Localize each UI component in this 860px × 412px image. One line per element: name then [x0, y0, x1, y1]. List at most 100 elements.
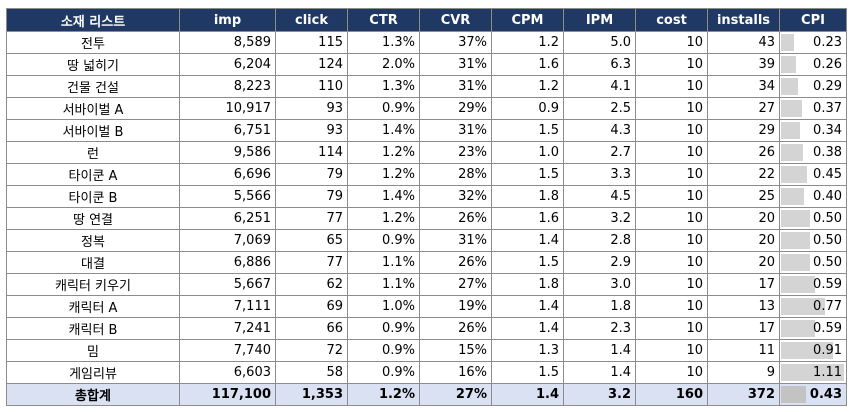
cell-imp[interactable]: 5,566 — [179, 185, 276, 208]
header-cvr[interactable]: CVR — [419, 8, 492, 32]
cell-ipm[interactable]: 1.4 — [563, 339, 636, 362]
cell-imp[interactable]: 9,586 — [179, 141, 276, 164]
cell-imp[interactable]: 6,603 — [179, 361, 276, 384]
cell-cpi[interactable]: 0.40 — [779, 185, 847, 208]
cell-creative-name[interactable]: 전투 — [6, 31, 180, 54]
total-click[interactable]: 1,353 — [275, 383, 348, 406]
cell-ctr[interactable]: 1.3% — [347, 75, 420, 98]
cell-creative-name[interactable]: 캐릭터 B — [6, 317, 180, 340]
cell-installs[interactable]: 39 — [707, 53, 780, 76]
cell-cvr[interactable]: 31% — [419, 229, 492, 252]
cell-click[interactable]: 79 — [275, 163, 348, 186]
cell-cpi[interactable]: 0.50 — [779, 207, 847, 230]
cell-ipm[interactable]: 3.3 — [563, 163, 636, 186]
cell-cost[interactable]: 10 — [635, 141, 708, 164]
cell-creative-name[interactable]: 캐릭터 키우기 — [6, 273, 180, 296]
cell-ctr[interactable]: 1.1% — [347, 251, 420, 274]
cell-ctr[interactable]: 0.9% — [347, 317, 420, 340]
header-ctr[interactable]: CTR — [347, 8, 420, 32]
cell-installs[interactable]: 26 — [707, 141, 780, 164]
total-cost[interactable]: 160 — [635, 383, 708, 406]
cell-ctr[interactable]: 1.4% — [347, 185, 420, 208]
cell-click[interactable]: 110 — [275, 75, 348, 98]
cell-cpm[interactable]: 1.5 — [491, 119, 564, 142]
cell-cost[interactable]: 10 — [635, 339, 708, 362]
cell-cpm[interactable]: 1.0 — [491, 141, 564, 164]
cell-ipm[interactable]: 1.4 — [563, 361, 636, 384]
cell-click[interactable]: 114 — [275, 141, 348, 164]
cell-cvr[interactable]: 16% — [419, 361, 492, 384]
header-cpm[interactable]: CPM — [491, 8, 564, 32]
cell-creative-name[interactable]: 땅 연결 — [6, 207, 180, 230]
cell-cvr[interactable]: 37% — [419, 31, 492, 54]
cell-ctr[interactable]: 1.3% — [347, 31, 420, 54]
cell-cpi[interactable]: 0.23 — [779, 31, 847, 54]
cell-click[interactable]: 77 — [275, 207, 348, 230]
cell-cpm[interactable]: 1.6 — [491, 207, 564, 230]
cell-ctr[interactable]: 2.0% — [347, 53, 420, 76]
cell-ipm[interactable]: 2.7 — [563, 141, 636, 164]
cell-cost[interactable]: 10 — [635, 75, 708, 98]
cell-installs[interactable]: 22 — [707, 163, 780, 186]
total-label[interactable]: 총합계 — [6, 383, 180, 406]
header-imp[interactable]: imp — [179, 8, 276, 32]
cell-cpm[interactable]: 1.8 — [491, 273, 564, 296]
cell-creative-name[interactable]: 타이쿤 B — [6, 185, 180, 208]
cell-creative-name[interactable]: 대결 — [6, 251, 180, 274]
cell-cpi[interactable]: 0.50 — [779, 229, 847, 252]
cell-cpm[interactable]: 1.5 — [491, 361, 564, 384]
cell-cvr[interactable]: 28% — [419, 163, 492, 186]
header-creative-list[interactable]: 소재 리스트 — [6, 8, 180, 32]
cell-creative-name[interactable]: 건물 건설 — [6, 75, 180, 98]
cell-installs[interactable]: 20 — [707, 251, 780, 274]
cell-cost[interactable]: 10 — [635, 53, 708, 76]
cell-click[interactable]: 66 — [275, 317, 348, 340]
cell-imp[interactable]: 8,589 — [179, 31, 276, 54]
cell-installs[interactable]: 20 — [707, 229, 780, 252]
cell-cvr[interactable]: 26% — [419, 317, 492, 340]
cell-cpi[interactable]: 0.91 — [779, 339, 847, 362]
cell-ipm[interactable]: 5.0 — [563, 31, 636, 54]
cell-cpm[interactable]: 1.3 — [491, 339, 564, 362]
cell-imp[interactable]: 7,069 — [179, 229, 276, 252]
cell-installs[interactable]: 17 — [707, 317, 780, 340]
cell-cpm[interactable]: 1.4 — [491, 229, 564, 252]
cell-cvr[interactable]: 29% — [419, 97, 492, 120]
cell-creative-name[interactable]: 서바이벌 B — [6, 119, 180, 142]
cell-cost[interactable]: 10 — [635, 31, 708, 54]
header-cost[interactable]: cost — [635, 8, 708, 32]
total-cpm[interactable]: 1.4 — [491, 383, 564, 406]
cell-installs[interactable]: 20 — [707, 207, 780, 230]
cell-cost[interactable]: 10 — [635, 273, 708, 296]
cell-installs[interactable]: 13 — [707, 295, 780, 318]
cell-cpi[interactable]: 0.38 — [779, 141, 847, 164]
cell-cpi[interactable]: 0.34 — [779, 119, 847, 142]
cell-creative-name[interactable]: 타이쿤 A — [6, 163, 180, 186]
cell-creative-name[interactable]: 밈 — [6, 339, 180, 362]
cell-cpm[interactable]: 1.4 — [491, 295, 564, 318]
cell-imp[interactable]: 7,111 — [179, 295, 276, 318]
cell-cpm[interactable]: 1.4 — [491, 317, 564, 340]
cell-creative-name[interactable]: 캐릭터 A — [6, 295, 180, 318]
cell-ipm[interactable]: 3.0 — [563, 273, 636, 296]
cell-click[interactable]: 93 — [275, 119, 348, 142]
cell-cost[interactable]: 10 — [635, 185, 708, 208]
cell-cost[interactable]: 10 — [635, 163, 708, 186]
header-cpi[interactable]: CPI — [779, 8, 847, 32]
cell-cost[interactable]: 10 — [635, 317, 708, 340]
cell-cvr[interactable]: 26% — [419, 251, 492, 274]
cell-click[interactable]: 65 — [275, 229, 348, 252]
cell-creative-name[interactable]: 게임리뷰 — [6, 361, 180, 384]
cell-cost[interactable]: 10 — [635, 97, 708, 120]
header-ipm[interactable]: IPM — [563, 8, 636, 32]
cell-ipm[interactable]: 2.5 — [563, 97, 636, 120]
header-installs[interactable]: installs — [707, 8, 780, 32]
cell-installs[interactable]: 11 — [707, 339, 780, 362]
cell-ctr[interactable]: 1.1% — [347, 273, 420, 296]
cell-click[interactable]: 62 — [275, 273, 348, 296]
cell-cvr[interactable]: 27% — [419, 273, 492, 296]
cell-cost[interactable]: 10 — [635, 229, 708, 252]
cell-cpm[interactable]: 1.8 — [491, 185, 564, 208]
cell-cpm[interactable]: 1.6 — [491, 53, 564, 76]
cell-imp[interactable]: 7,241 — [179, 317, 276, 340]
